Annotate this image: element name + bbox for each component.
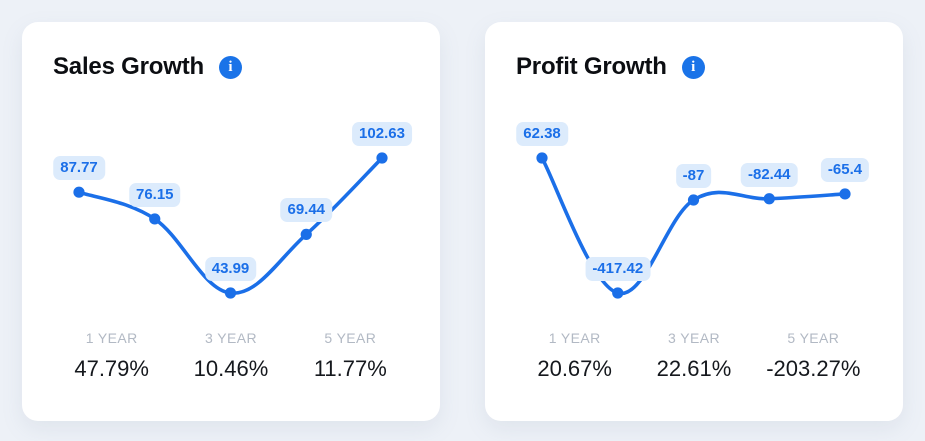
stat-label: 5 YEAR [324, 330, 377, 346]
data-point [763, 193, 775, 205]
point-label: 87.77 [53, 156, 105, 181]
profit-growth-line-chart: 62.38 -417.42 -87 -82.44 -65.4 [485, 118, 903, 318]
data-point [839, 188, 851, 200]
point-label: 102.63 [352, 122, 412, 146]
data-point [536, 152, 548, 164]
stat-1-year: 1 YEAR 20.67% [515, 330, 634, 381]
trend-line [540, 156, 847, 295]
sales-growth-line-chart: 87.77 76.15 43.99 69.44 102.63 [22, 118, 440, 318]
card-title: Profit Growth [516, 53, 667, 80]
stat-value: -203.27% [766, 356, 861, 381]
profit-growth-card: Profit Growth i 62.38 -417.42 -87 -82.44 -65… [485, 22, 903, 421]
stats-row: 1 YEAR 20.67% 3 YEAR 22.61% 5 YEAR -203.… [515, 330, 873, 381]
point-label: 76.15 [128, 182, 181, 207]
stat-value: 20.67% [537, 356, 612, 381]
data-point [612, 287, 624, 299]
stat-label: 3 YEAR [205, 330, 257, 346]
info-icon[interactable]: i [218, 55, 242, 79]
point-label: -82.44 [740, 162, 798, 187]
line-chart-svg [73, 152, 388, 299]
data-point [300, 228, 312, 241]
point-label: -87 [675, 164, 712, 189]
point-label: 62.38 [516, 122, 568, 146]
stats-row: 1 YEAR 47.79% 3 YEAR 10.46% 5 YEAR 11.77… [52, 330, 410, 381]
stat-3-year: 3 YEAR 10.46% [171, 330, 290, 381]
data-point [376, 152, 388, 164]
stat-5-year: 5 YEAR -203.27% [754, 330, 873, 381]
stat-label: 5 YEAR [787, 330, 840, 346]
card-header: Sales Growth i [53, 53, 242, 81]
point-label: -417.42 [585, 257, 651, 281]
line-chart-svg [536, 152, 851, 299]
data-point [687, 194, 700, 206]
stat-value: 11.77% [313, 356, 387, 381]
data-point [73, 186, 85, 198]
stat-label: 1 YEAR [85, 330, 138, 346]
data-point [224, 287, 237, 299]
point-label: -65.4 [820, 157, 870, 182]
stat-5-year: 5 YEAR 11.77% [291, 330, 410, 381]
stat-value: 47.79% [74, 356, 149, 381]
stat-label: 3 YEAR [668, 330, 720, 346]
info-icon[interactable]: i [681, 55, 705, 79]
stat-value: 10.46% [193, 356, 269, 381]
point-label: 43.99 [204, 257, 257, 281]
card-header: Profit Growth i [516, 53, 705, 81]
stat-label: 1 YEAR [548, 330, 601, 346]
card-title: Sales Growth [53, 53, 204, 80]
stat-3-year: 3 YEAR 22.61% [634, 330, 753, 381]
sales-growth-card: Sales Growth i 87.77 76.15 43.99 69.44 102.6… [22, 22, 440, 421]
point-label: 69.44 [280, 198, 333, 223]
stat-1-year: 1 YEAR 47.79% [52, 330, 171, 381]
stat-value: 22.61% [656, 356, 732, 381]
data-point [149, 213, 161, 225]
